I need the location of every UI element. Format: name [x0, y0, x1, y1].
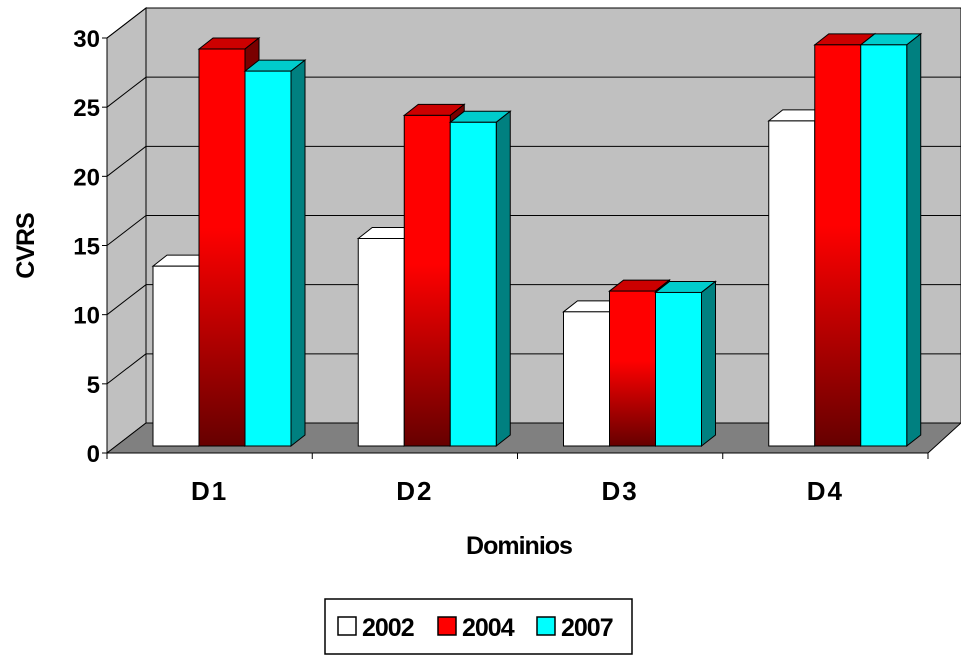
bars — [151, 32, 923, 448]
bar-side — [906, 32, 922, 448]
y-tick-label: 20 — [73, 164, 100, 191]
y-tick-label: 5 — [87, 372, 100, 399]
bar-front — [609, 290, 656, 447]
y-axis-title: CVRS — [12, 213, 40, 279]
bar-front — [403, 114, 451, 447]
x-tick-label: D1 — [191, 476, 228, 506]
legend-box — [324, 598, 633, 655]
legend-label-2007: 2007 — [561, 614, 613, 642]
bar-front — [244, 70, 292, 447]
bar-2007-D1 — [243, 59, 307, 448]
legend-swatch-2002 — [337, 616, 357, 636]
bar-front — [563, 311, 610, 447]
bar-front — [152, 265, 200, 447]
y-tick-label: 0 — [87, 441, 100, 468]
legend-swatch-2004 — [437, 616, 457, 636]
x-tick-label: D4 — [807, 476, 844, 506]
bar-front — [814, 44, 862, 447]
y-tick-label: 10 — [73, 303, 100, 330]
bar-front — [357, 238, 405, 447]
bar-2007-D4 — [859, 32, 923, 448]
legend-label-2002: 2002 — [362, 614, 414, 642]
bar-2007-D3 — [654, 280, 717, 448]
bar-front — [768, 120, 816, 447]
axis-ticks: 0 5 10 15 20 25 30 D1 D2 D3 D4 — [73, 26, 929, 506]
bar-front — [449, 121, 497, 447]
gridline-side — [106, 76, 147, 108]
bar-front — [198, 48, 246, 447]
bar-front — [655, 291, 702, 447]
x-tick-label: D2 — [396, 476, 433, 506]
bar-side — [290, 59, 306, 448]
y-tick-label: 15 — [73, 234, 100, 261]
bar-2007-D2 — [448, 110, 512, 448]
bar-front — [860, 44, 908, 447]
legend-swatch-2007 — [536, 616, 556, 636]
x-tick-label: D3 — [602, 476, 639, 506]
legend: 2002 2004 2007 — [324, 598, 633, 655]
y-tick-label: 30 — [73, 26, 100, 53]
gridline-side — [106, 145, 147, 177]
gridline-side — [106, 353, 147, 385]
legend-label-2004: 2004 — [462, 614, 515, 642]
bar-side — [495, 110, 511, 448]
bar-side — [701, 280, 716, 448]
gridline-side — [106, 7, 147, 39]
x-axis-title: Dominios — [466, 532, 572, 560]
gridline-side — [106, 215, 147, 246]
y-tick-label: 25 — [73, 95, 100, 122]
gridline-side — [106, 284, 147, 316]
